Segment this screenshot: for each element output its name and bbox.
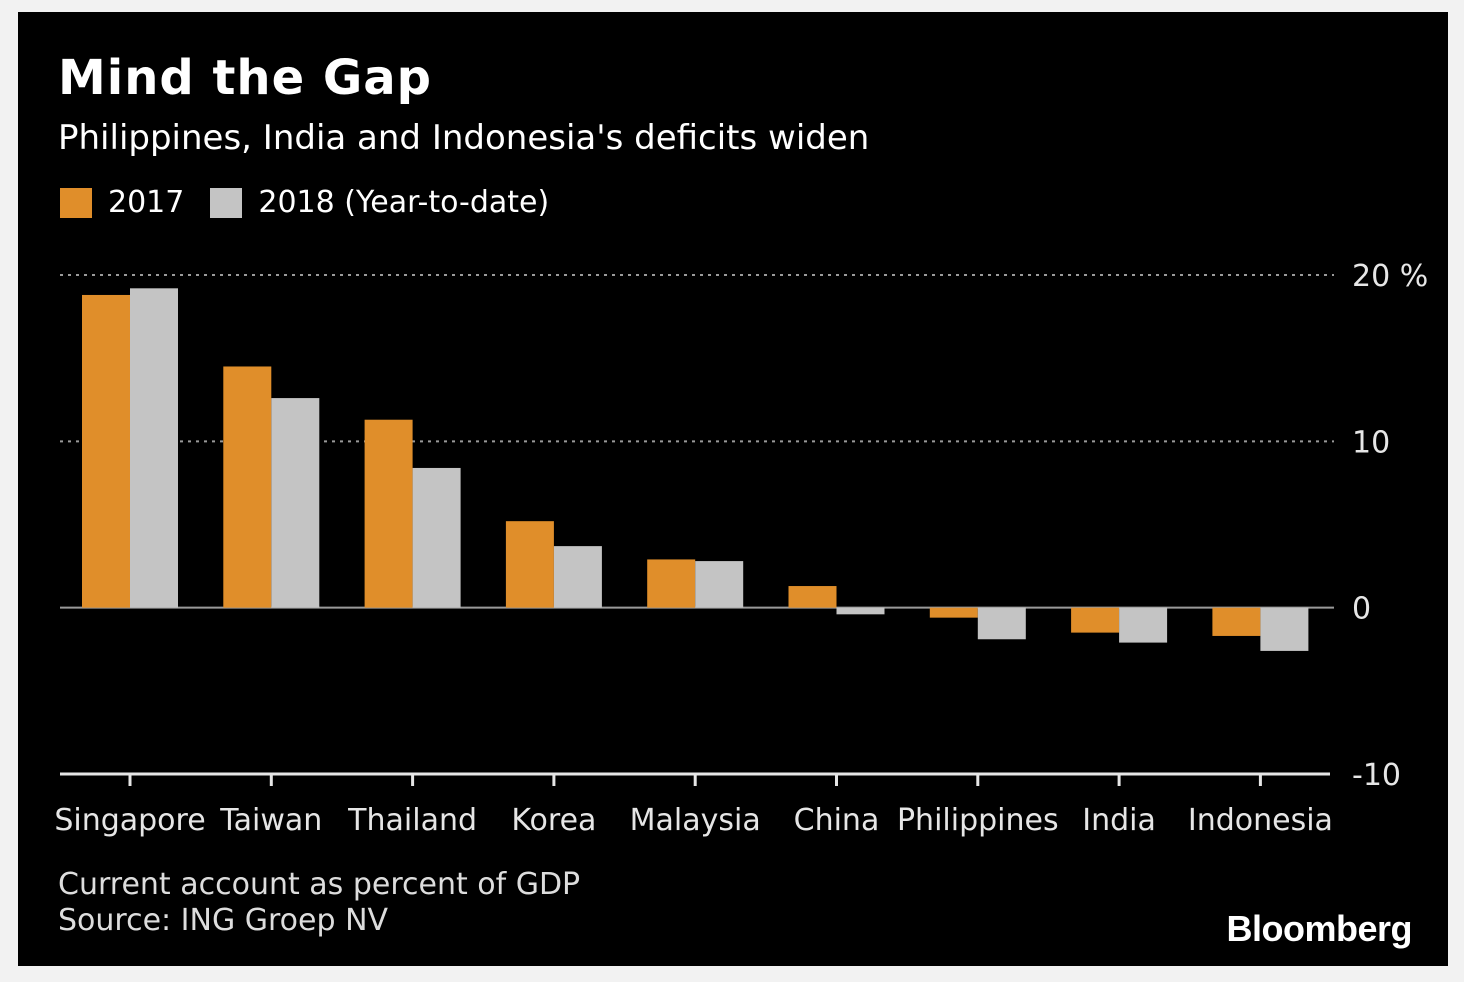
bar-chart: 20 % 10 0 -10 Singapore Taiwan Thailand Korea Ma…: [54, 259, 1428, 838]
footnote-units: Current account as percent of GDP: [58, 867, 581, 902]
bar-indonesia-2018: [1260, 607, 1309, 651]
x-tick-label: Philippines: [897, 803, 1059, 838]
x-tick-label: Korea: [511, 803, 596, 838]
bar-singapore-2018: [130, 288, 178, 608]
bar-korea-2018: [553, 546, 602, 608]
chart-title: Mind the Gap: [58, 50, 432, 106]
bar-singapore-2017: [82, 294, 130, 608]
y-tick-label: -10: [1352, 758, 1401, 793]
y-tick-label: 0: [1352, 592, 1371, 627]
bar-thailand-2017: [364, 419, 413, 608]
chart-card: Mind the Gap Philippines, India and Indo…: [18, 12, 1448, 966]
x-tick-label: Taiwan: [219, 803, 322, 838]
legend-item-2017: 2017: [60, 185, 184, 220]
legend-item-2018: 2018 (Year-to-date): [210, 185, 549, 220]
bloomberg-logo: Bloomberg: [1226, 908, 1412, 949]
chart-subtitle: Philippines, India and Indonesia's defic…: [58, 118, 870, 158]
bar-china-2018: [836, 607, 885, 615]
legend-swatch-2017: [60, 187, 92, 218]
bar-taiwan-2017: [223, 366, 272, 608]
y-tick-label: 10: [1352, 425, 1390, 460]
x-tick-label: Thailand: [347, 803, 477, 838]
legend: 2017 2018 (Year-to-date): [60, 185, 575, 220]
legend-label-2018: 2018 (Year-to-date): [258, 185, 550, 220]
legend-label-2017: 2017: [108, 185, 185, 220]
x-tick-label: China: [794, 803, 880, 838]
y-tick-label: 20 %: [1352, 259, 1428, 294]
bar-china-2017: [788, 586, 837, 608]
bar-thailand-2018: [412, 467, 461, 608]
bar-philippines-2018: [977, 607, 1026, 640]
legend-swatch-2018: [210, 187, 243, 218]
bar-malaysia-2017: [647, 559, 696, 608]
bar-taiwan-2018: [271, 398, 320, 608]
bar-indonesia-2017: [1212, 607, 1261, 636]
footnote-source: Source: ING Groep NV: [58, 903, 389, 938]
x-tick-label: Indonesia: [1188, 803, 1333, 838]
bar-malaysia-2018: [695, 561, 744, 608]
bar-philippines-2017: [929, 607, 978, 618]
x-tick-label: Malaysia: [630, 803, 761, 838]
bar-india-2017: [1071, 607, 1120, 633]
bar-korea-2017: [505, 521, 554, 608]
bar-india-2018: [1119, 607, 1168, 643]
x-tick-label: India: [1082, 803, 1156, 838]
x-tick-label: Singapore: [54, 803, 205, 838]
